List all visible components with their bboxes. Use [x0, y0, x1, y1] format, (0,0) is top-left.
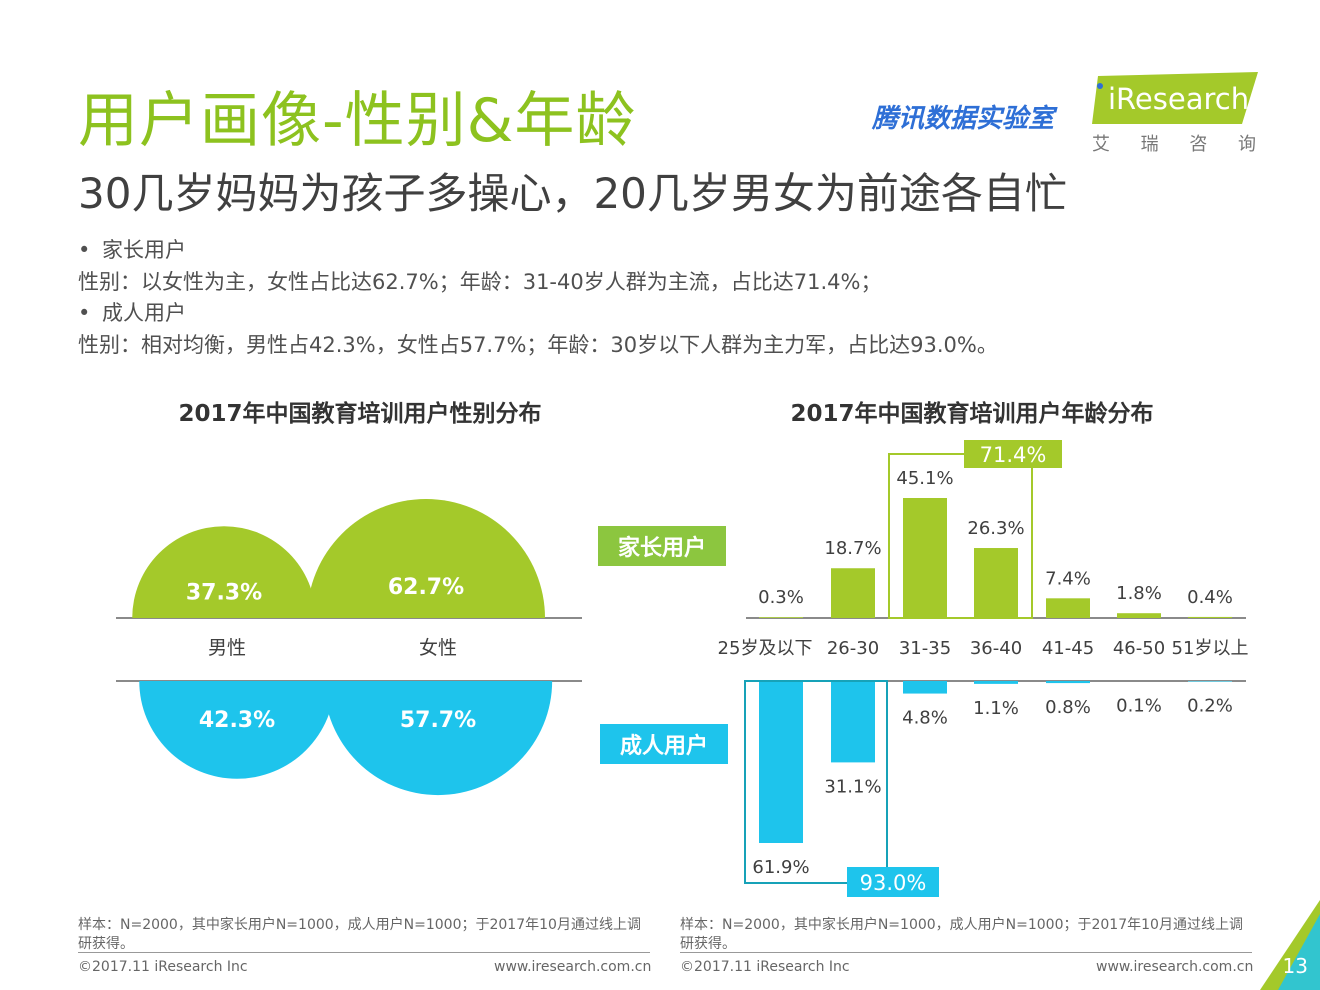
- corner-decoration: [1260, 900, 1320, 990]
- age-adult-bar: [759, 681, 803, 843]
- gender-parent-value-label: 62.7%: [388, 575, 464, 600]
- bullet-dot: •: [78, 238, 91, 262]
- footer-left-divider: [78, 952, 650, 953]
- age-adult-bar: [1188, 681, 1232, 682]
- footer-left-url: www.iresearch.com.cn: [494, 959, 652, 975]
- summary-bullet-adults: • 成人用户: [78, 297, 186, 327]
- age-parent-bar: [759, 617, 803, 618]
- age-adult-highlight-tag: [847, 867, 939, 897]
- tencent-data-lab-logo: 腾讯数据实验室: [872, 104, 1055, 134]
- footer-right-divider: [680, 952, 1252, 953]
- age-adult-highlight-value: 93.0%: [860, 871, 927, 895]
- age-adult-bar: [974, 681, 1018, 684]
- age-parent-highlight-tag: [964, 440, 1062, 468]
- age-adult-value-label: 31.1%: [824, 776, 881, 797]
- gender-chart: 37.3% 42.3% 男性 62.7% 57.7% 女性: [116, 499, 582, 796]
- age-adult-value-label: 0.2%: [1187, 696, 1233, 717]
- footer-right-source: 样本：N=2000，其中家长用户N=1000，成人用户N=1000；于2017年…: [680, 917, 1243, 952]
- summary-text-adults: 性别：相对均衡，男性占42.3%，女性占57.7%；年龄：30岁以下人群为主力军…: [78, 333, 998, 357]
- gender-adult-value-label: 42.3%: [199, 708, 275, 733]
- footer-right-copyright: ©2017.11 iResearch Inc: [680, 959, 850, 975]
- age-adult-bar: [1046, 681, 1090, 684]
- age-parent-value-label: 26.3%: [967, 518, 1024, 539]
- gender-adult-semicircle: [139, 681, 335, 779]
- age-category-label: 46-50: [1113, 638, 1165, 659]
- age-parent-value-label: 1.8%: [1116, 583, 1162, 604]
- page-title: 用户画像-性别&年龄: [78, 86, 637, 156]
- age-parent-bar: [1046, 598, 1090, 618]
- footer-left-source: 样本：N=2000，其中家长用户N=1000，成人用户N=1000；于2017年…: [78, 917, 641, 952]
- gender-chart-title: 2017年中国教育培训用户性别分布: [178, 401, 542, 427]
- gender-category-label: 女性: [419, 637, 457, 659]
- age-parent-value-label: 7.4%: [1045, 568, 1091, 589]
- age-adult-bar: [903, 681, 947, 694]
- age-adult-value-label: 4.8%: [902, 708, 948, 729]
- age-adult-bar: [831, 681, 875, 763]
- brand-sub-char: 瑞: [1140, 134, 1159, 155]
- age-adult-value-label: 61.9%: [752, 857, 809, 878]
- age-parent-bar: [974, 548, 1018, 618]
- age-adult-value-label: 0.8%: [1045, 697, 1091, 718]
- age-parent-bar: [903, 498, 947, 618]
- bullet-label: 成人用户: [102, 301, 186, 325]
- gender-parent-value-label: 37.3%: [186, 581, 262, 606]
- page-number: 13: [1282, 954, 1308, 978]
- age-parent-value-label: 0.3%: [758, 587, 804, 608]
- gender-category-label: 男性: [208, 637, 246, 659]
- summary-bullet-parents: • 家长用户: [78, 234, 186, 264]
- iresearch-logo-text: iResearch: [1108, 82, 1250, 116]
- age-category-label: 31-35: [899, 638, 951, 659]
- age-category-label: 25岁及以下: [718, 638, 813, 659]
- bullet-label: 家长用户: [102, 238, 186, 262]
- brand-sub-char: 询: [1237, 134, 1256, 155]
- footer-left-copyright: ©2017.11 iResearch Inc: [78, 959, 248, 975]
- series-tag-parents: 家长用户: [598, 526, 726, 566]
- gender-adult-value-label: 57.7%: [400, 708, 476, 733]
- bullet-dot: •: [78, 301, 91, 325]
- age-parent-bar: [831, 568, 875, 618]
- age-adult-value-label: 1.1%: [973, 698, 1019, 719]
- age-parent-highlight-box: [888, 453, 1033, 619]
- gender-adult-semicircle: [323, 681, 553, 796]
- series-tag-adults: 成人用户: [600, 724, 728, 764]
- brand-sub-char: 咨: [1189, 134, 1208, 155]
- footer-right-url: www.iresearch.com.cn: [1096, 959, 1254, 975]
- age-parent-value-label: 0.4%: [1187, 587, 1233, 608]
- age-parent-value-label: 18.7%: [824, 538, 881, 559]
- age-parent-highlight-value: 71.4%: [980, 443, 1047, 467]
- summary-text-parents: 性别：以女性为主，女性占比达62.7%；年龄：31-40岁人群为主流，占比达71…: [78, 270, 882, 294]
- iresearch-logo-subtext: 艾 瑞 咨 询: [1092, 130, 1256, 156]
- age-parent-bar: [1188, 616, 1232, 618]
- gender-parent-semicircle: [132, 526, 316, 618]
- age-category-label: 36-40: [970, 638, 1022, 659]
- page-subtitle: 30几岁妈妈为孩子多操心，20几岁男女为前途各自忙: [78, 169, 1067, 218]
- age-category-label: 26-30: [827, 638, 879, 659]
- age-adult-highlight-box: [744, 680, 888, 884]
- gender-parent-semicircle: [307, 499, 545, 618]
- age-category-label: 41-45: [1042, 638, 1094, 659]
- brand-sub-char: 艾: [1092, 134, 1110, 155]
- age-parent-value-label: 45.1%: [896, 468, 953, 489]
- age-adult-value-label: 0.1%: [1116, 695, 1162, 716]
- age-chart: 0.3% 61.9% 25岁及以下 18.7% 31.1% 26-30 45.1% 4.8% 3…: [718, 440, 1249, 897]
- age-parent-bar: [1117, 613, 1161, 618]
- age-chart-title: 2017年中国教育培训用户年龄分布: [790, 401, 1154, 427]
- age-category-label: 51岁以上: [1172, 638, 1249, 659]
- iresearch-logo-shape: [1092, 72, 1258, 124]
